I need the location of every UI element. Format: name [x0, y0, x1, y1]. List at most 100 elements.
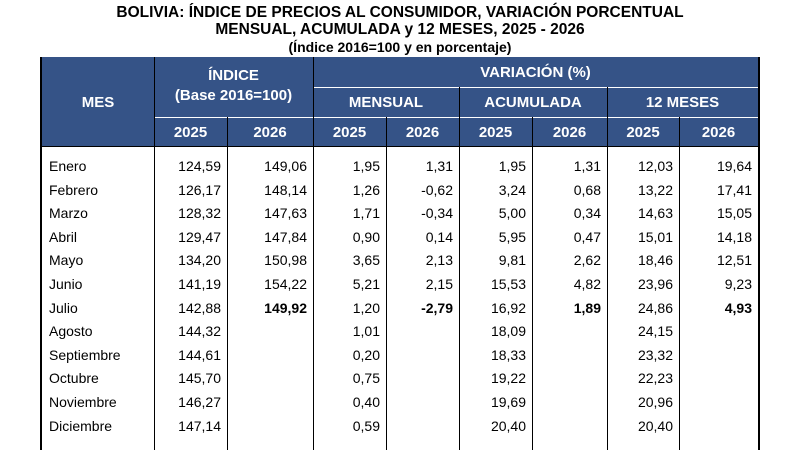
row-value-idx25: 126,17: [178, 181, 221, 198]
row-value-men26: 2,15: [425, 276, 453, 292]
row-month-label: Julio: [49, 299, 78, 316]
row-value-acu25: 18,09: [490, 323, 526, 340]
row-value-m1226: 15,05: [716, 205, 752, 222]
row-month-label: Febrero: [49, 181, 99, 198]
row-value-idx26: 150,98: [264, 252, 307, 269]
row-value-men25: 1,95: [352, 158, 380, 174]
row-value-men26: [386, 391, 459, 415]
row-value-acu25: 16,92: [490, 299, 526, 316]
row-value-idx25: 144,61: [178, 346, 221, 363]
column-divider: [607, 87, 608, 450]
row-value-idx25: 128,32: [178, 205, 221, 222]
row-value-men26: -0,62: [421, 181, 453, 198]
row-value-m1225: 13,22: [637, 181, 673, 198]
row-value-acu25: 1,95: [498, 158, 526, 174]
row-value-acu26: [532, 320, 607, 344]
row-value-idx26: [227, 344, 313, 368]
row-value-m1226: 14,18: [716, 228, 752, 245]
row-value-acu25: 3,24: [498, 181, 526, 198]
row-value-idx25: 145,70: [178, 370, 221, 387]
cpi-table: MES ÍNDICE (Base 2016=100) VARIACIÓN (%)…: [40, 57, 760, 450]
header-variacion: VARIACIÓN (%): [480, 63, 591, 81]
row-value-acu25: 20,40: [490, 417, 526, 434]
row-value-m1226: 12,51: [716, 252, 752, 269]
table-body: Enero 124,59 149,06 1,95 1,31 1,95 1,31 12,03 19…: [42, 147, 758, 450]
table-row: Diciembre 147,14 0,59 20,40 20,40: [42, 415, 758, 439]
header-year-men-2026: 2026: [405, 123, 440, 141]
row-value-idx25: 134,20: [178, 252, 221, 269]
row-value-men25: 0,59: [352, 417, 380, 434]
row-value-idx26: 148,14: [264, 181, 307, 198]
row-value-m1226: 4,93: [724, 299, 752, 316]
row-value-idx26: 147,84: [264, 228, 307, 245]
title-line-2: MENSUAL, ACUMULADA y 12 MESES, 2025 - 20…: [215, 21, 585, 38]
row-month-label: Marzo: [49, 205, 88, 222]
row-value-m1225: 15,01: [637, 228, 673, 245]
header-year-idx-2025: 2025: [173, 123, 208, 141]
row-value-men25: 0,90: [352, 228, 380, 245]
row-value-m1225: 23,96: [637, 276, 673, 292]
row-value-acu25: 5,00: [498, 205, 526, 222]
row-value-m1226: [679, 391, 758, 415]
row-value-acu26: [532, 415, 607, 439]
column-divider: [227, 117, 228, 450]
table-row: Julio 142,88 149,92 1,20 -2,79 16,92 1,89 24,86…: [42, 297, 758, 321]
column-divider: [313, 57, 314, 450]
row-value-men25: 0,40: [352, 394, 380, 410]
row-month-label: Enero: [49, 158, 87, 174]
row-value-idx25: 146,27: [178, 394, 221, 410]
row-value-m1225: 24,15: [637, 323, 673, 340]
row-value-idx26: 147,63: [264, 205, 307, 222]
row-value-idx26: 149,06: [264, 158, 307, 174]
row-value-idx26: [227, 367, 313, 391]
header-year-12m-2026: 2026: [701, 123, 736, 141]
row-value-idx25: 147,14: [178, 417, 221, 434]
header-indice-base: (Base 2016=100): [174, 86, 293, 104]
row-value-m1225: 22,23: [637, 370, 673, 387]
table-row: Enero 124,59 149,06 1,95 1,31 1,95 1,31 12,03 19…: [42, 155, 758, 179]
row-value-men26: 1,31: [425, 158, 453, 174]
column-divider: [154, 57, 155, 450]
row-month-label: Diciembre: [49, 417, 113, 434]
header-year-12m-2025: 2025: [626, 123, 660, 141]
row-month-label: Abril: [49, 228, 78, 245]
row-value-m1225: 23,32: [637, 346, 673, 363]
row-value-men26: [386, 344, 459, 368]
row-value-men25: 1,71: [352, 205, 380, 222]
title-line-1: BOLIVIA: ÍNDICE DE PRECIOS AL CONSUMIDOR…: [116, 4, 684, 21]
row-value-m1226: [679, 320, 758, 344]
row-value-idx25: 129,47: [178, 228, 221, 245]
table-header: MES ÍNDICE (Base 2016=100) VARIACIÓN (%)…: [42, 57, 758, 147]
column-divider: [459, 87, 460, 450]
row-month-label: Junio: [49, 276, 83, 292]
row-value-acu25: 5,95: [498, 228, 526, 245]
row-value-acu26: 4,82: [573, 276, 601, 292]
row-value-men25: 1,26: [352, 181, 380, 198]
row-value-men25: 1,01: [352, 323, 380, 340]
row-month-label: Octubre: [49, 370, 99, 387]
row-value-m1225: 20,40: [637, 417, 673, 434]
row-month-label: Agosto: [49, 323, 93, 340]
row-value-men26: 2,13: [425, 252, 453, 269]
header-year-acu-2025: 2025: [478, 123, 513, 141]
row-value-m1225: 18,46: [637, 252, 673, 269]
row-value-men25: 1,20: [352, 299, 380, 316]
row-value-acu25: 18,33: [490, 346, 526, 363]
row-value-acu25: 19,69: [490, 394, 526, 410]
row-month-label: Mayo: [49, 252, 84, 269]
row-value-idx25: 142,88: [178, 299, 221, 316]
table-row: Agosto 144,32 1,01 18,09 24,15: [42, 320, 758, 344]
row-value-acu26: [532, 344, 607, 368]
row-value-acu26: 0,68: [573, 181, 601, 198]
row-value-m1225: 12,03: [637, 158, 673, 174]
table-row: Abril 129,47 147,84 0,90 0,14 5,95 0,47 15,01 14…: [42, 226, 758, 250]
row-value-m1225: 20,96: [637, 394, 673, 410]
row-value-acu26: [532, 367, 607, 391]
header-year-idx-2026: 2026: [253, 123, 287, 141]
row-value-m1226: [679, 367, 758, 391]
row-value-m1225: 14,63: [637, 205, 673, 222]
table-row: Febrero 126,17 148,14 1,26 -0,62 3,24 0,68 13,2…: [42, 179, 758, 203]
row-value-idx26: [227, 391, 313, 415]
row-value-men26: 0,14: [425, 228, 453, 245]
row-value-m1226: 19,64: [716, 158, 752, 174]
